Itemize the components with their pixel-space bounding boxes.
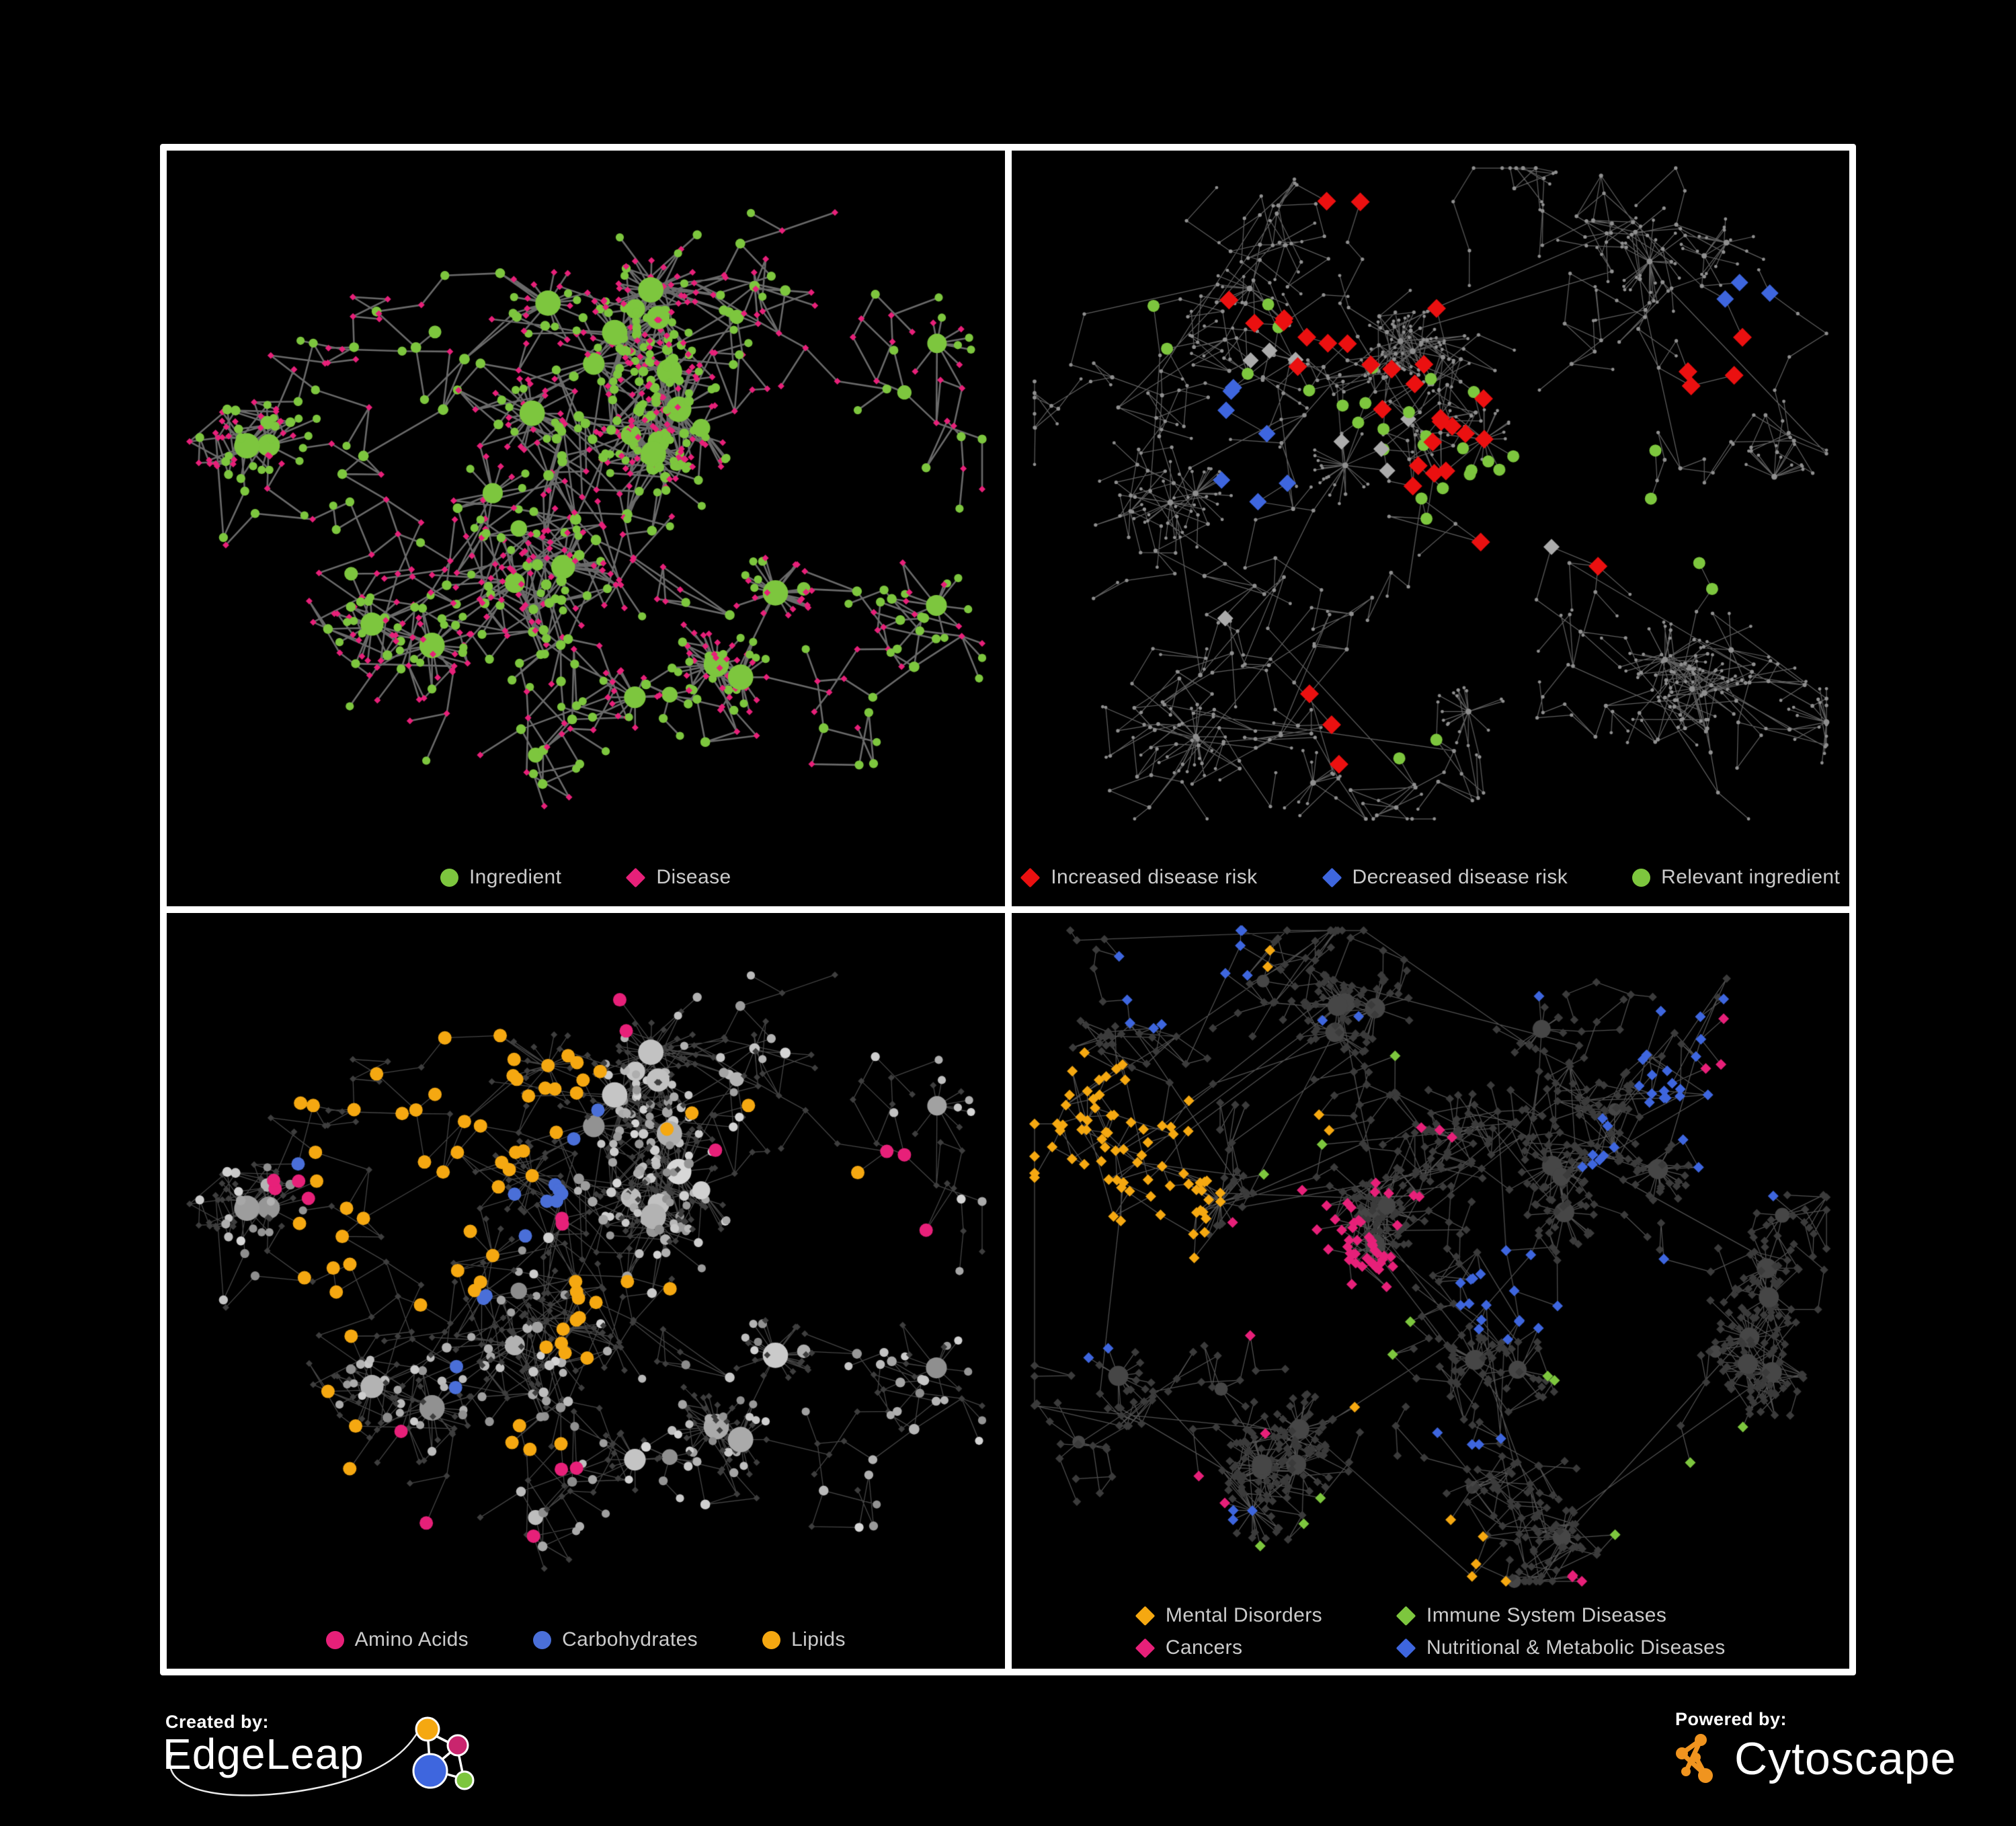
cytoscape-logo-icon [1676,1734,1713,1783]
network-canvas-disease-risk [1011,151,1849,906]
edgeleap-logo-icon [169,1716,475,1796]
cytoscape-logo-text: Cytoscape [1734,1733,1957,1784]
powered-by-label: Powered by: [1675,1709,1787,1729]
cytoscape-credit: Powered by: Cytoscape [1675,1709,1998,1785]
panel-disease-risk: Increased disease risk Decreased disease … [1011,151,1849,906]
network-canvas-disease-category [1011,913,1849,1669]
panel-grid: Ingredient Disease Increased disease risk… [160,144,1856,1675]
network-canvas-ingredient-disease [167,151,1005,906]
edgeleap-logo-text: EdgeLeap [163,1730,364,1778]
panel-nutrient-class: Amino Acids Carbohydrates Lipids [167,913,1005,1669]
network-canvas-nutrient-class [167,913,1005,1669]
panel-ingredient-disease: Ingredient Disease [167,151,1005,906]
created-by-label: Created by: [165,1712,270,1732]
panel-disease-category: Mental Disorders Immune System Diseases Ca… [1011,913,1849,1669]
edgeleap-credit: Created by: EdgeLeap [161,1712,538,1826]
